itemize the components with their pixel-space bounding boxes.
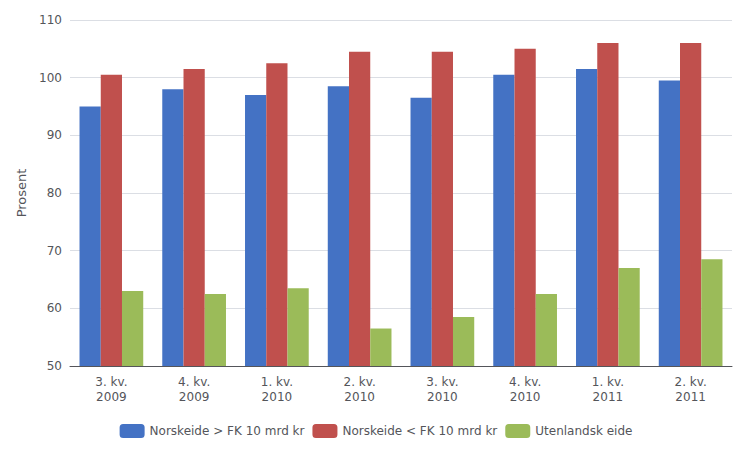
svg-text:60: 60 <box>47 301 62 315</box>
svg-text:2010: 2010 <box>344 390 375 404</box>
svg-text:Norskeide < FK 10 mrd kr: Norskeide < FK 10 mrd kr <box>342 424 497 438</box>
svg-text:110: 110 <box>39 13 62 27</box>
svg-text:100: 100 <box>39 71 62 85</box>
svg-text:90: 90 <box>47 128 62 142</box>
svg-text:2010: 2010 <box>262 390 293 404</box>
svg-text:4. kv.: 4. kv. <box>509 375 541 389</box>
svg-text:70: 70 <box>47 244 62 258</box>
svg-text:2009: 2009 <box>96 390 127 404</box>
svg-text:Prosent: Prosent <box>14 169 29 218</box>
svg-text:2. kv.: 2. kv. <box>675 375 707 389</box>
svg-text:Utenlandsk eide: Utenlandsk eide <box>535 424 632 438</box>
svg-text:2011: 2011 <box>593 390 624 404</box>
svg-text:50: 50 <box>47 359 62 373</box>
svg-text:3. kv.: 3. kv. <box>95 375 127 389</box>
svg-text:3. kv.: 3. kv. <box>426 375 458 389</box>
svg-text:2010: 2010 <box>510 390 541 404</box>
svg-text:1. kv.: 1. kv. <box>592 375 624 389</box>
svg-text:2009: 2009 <box>179 390 210 404</box>
svg-text:2010: 2010 <box>427 390 458 404</box>
svg-text:4. kv.: 4. kv. <box>178 375 210 389</box>
svg-text:1. kv.: 1. kv. <box>261 375 293 389</box>
svg-text:80: 80 <box>47 186 62 200</box>
svg-text:2011: 2011 <box>675 390 706 404</box>
svg-text:Norskeide > FK 10 mrd kr: Norskeide > FK 10 mrd kr <box>150 424 305 438</box>
svg-text:2. kv.: 2. kv. <box>344 375 376 389</box>
